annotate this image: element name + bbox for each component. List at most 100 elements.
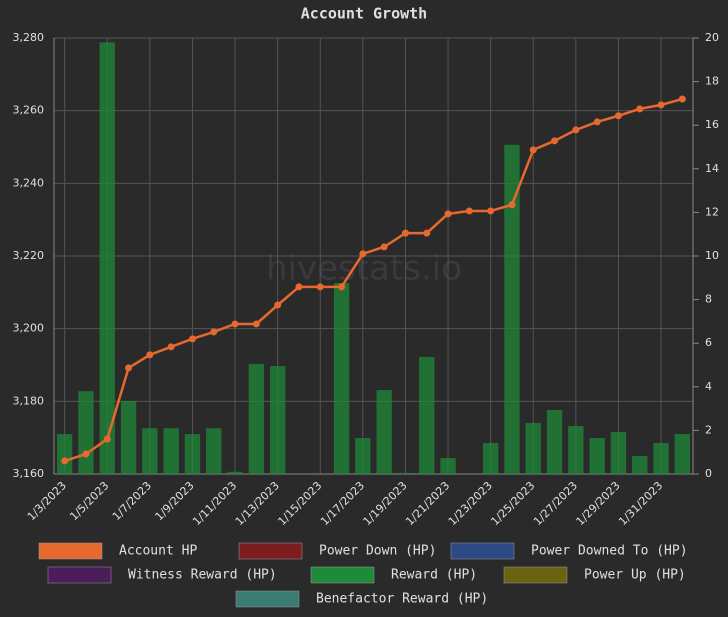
x-tick-label: 1/17/2023 xyxy=(318,479,367,528)
point xyxy=(295,283,303,291)
bar xyxy=(653,443,669,474)
bar xyxy=(546,409,563,474)
y2-tick-label: 8 xyxy=(705,293,712,306)
point xyxy=(338,283,346,291)
bar xyxy=(419,356,435,474)
point xyxy=(316,283,324,291)
bar xyxy=(674,434,691,474)
point xyxy=(167,343,175,351)
y-tick-label: 3,200 xyxy=(13,322,45,335)
chart-title: Account Growth xyxy=(301,5,427,23)
legend-label: Power Down (HP) xyxy=(319,544,436,559)
x-tick-label: 1/25/2023 xyxy=(488,479,537,528)
point xyxy=(551,137,559,145)
bar xyxy=(163,428,179,474)
bar xyxy=(376,390,392,474)
y-tick-label: 3,260 xyxy=(13,104,45,117)
point xyxy=(359,250,367,258)
y2-tick-label: 14 xyxy=(705,162,719,175)
x-tick-label: 1/31/2023 xyxy=(616,479,665,528)
legend-swatch xyxy=(310,566,375,584)
y2-tick-label: 18 xyxy=(705,75,719,88)
point xyxy=(423,229,431,237)
y2-tick-label: 4 xyxy=(705,380,712,393)
bar xyxy=(610,431,627,474)
y-tick-label: 3,280 xyxy=(13,31,45,44)
legend-swatch xyxy=(450,542,515,560)
legend-swatch xyxy=(503,566,568,584)
x-tick-label: 1/7/2023 xyxy=(110,479,154,523)
point xyxy=(380,243,388,251)
bar xyxy=(184,434,201,474)
legend-label: Power Downed To (HP) xyxy=(531,544,688,559)
x-tick-label: 1/19/2023 xyxy=(361,479,410,528)
point xyxy=(465,207,473,215)
point xyxy=(125,364,133,372)
bar xyxy=(120,400,137,474)
point xyxy=(103,435,111,443)
bar xyxy=(397,472,414,474)
bar xyxy=(227,471,243,474)
bar xyxy=(248,363,265,474)
legend-swatch xyxy=(38,542,103,560)
point xyxy=(61,457,69,465)
point xyxy=(274,301,282,309)
y2-tick-label: 0 xyxy=(705,467,712,480)
y-tick-label: 3,220 xyxy=(13,249,45,262)
bar xyxy=(78,391,94,474)
bar xyxy=(99,42,115,475)
bar xyxy=(504,144,520,474)
legend-label: Witness Reward (HP) xyxy=(128,568,277,583)
y2-tick-label: 16 xyxy=(705,118,719,131)
point xyxy=(593,118,601,126)
bar xyxy=(632,455,648,474)
point xyxy=(444,210,452,218)
x-tick-label: 1/21/2023 xyxy=(403,479,452,528)
point xyxy=(487,207,495,215)
legend-label: Benefactor Reward (HP) xyxy=(316,592,488,607)
point xyxy=(188,335,196,343)
point xyxy=(529,146,537,154)
x-tick-label: 1/23/2023 xyxy=(446,479,495,528)
y-tick-label: 3,160 xyxy=(13,467,45,480)
y-tick-label: 3,180 xyxy=(13,394,45,407)
x-tick-label: 1/3/2023 xyxy=(25,479,69,523)
y2-tick-label: 2 xyxy=(705,423,712,436)
y-tick-label: 3,240 xyxy=(13,176,45,189)
y2-tick-label: 20 xyxy=(705,31,719,44)
point xyxy=(508,201,516,209)
legend-swatch xyxy=(47,566,112,584)
point xyxy=(82,450,90,458)
bar xyxy=(142,428,158,474)
bar xyxy=(525,422,541,474)
point xyxy=(572,126,580,134)
legend-label: Reward (HP) xyxy=(391,568,477,583)
bar xyxy=(56,434,73,474)
bar xyxy=(589,438,605,474)
point xyxy=(401,229,409,237)
line xyxy=(64,97,683,463)
x-tick-label: 1/13/2023 xyxy=(233,479,282,528)
bar xyxy=(355,438,371,474)
point xyxy=(210,328,218,336)
legend-label: Account HP xyxy=(119,544,197,559)
bar xyxy=(206,428,222,474)
x-tick-label: 1/11/2023 xyxy=(190,479,239,528)
y2-tick-label: 10 xyxy=(705,249,719,262)
x-tick-label: 1/9/2023 xyxy=(153,479,197,523)
legend-swatch xyxy=(238,542,303,560)
bar xyxy=(269,366,286,474)
legend-label: Power Up (HP) xyxy=(584,568,686,583)
point xyxy=(636,105,644,113)
bar xyxy=(440,458,456,474)
y2-tick-label: 12 xyxy=(705,205,719,218)
point xyxy=(657,101,665,109)
x-tick-label: 1/5/2023 xyxy=(67,479,111,523)
point xyxy=(614,112,622,120)
point xyxy=(146,351,154,359)
point xyxy=(252,320,260,328)
point xyxy=(678,95,686,103)
x-tick-label: 1/27/2023 xyxy=(531,479,580,528)
y2-tick-label: 6 xyxy=(705,336,712,349)
